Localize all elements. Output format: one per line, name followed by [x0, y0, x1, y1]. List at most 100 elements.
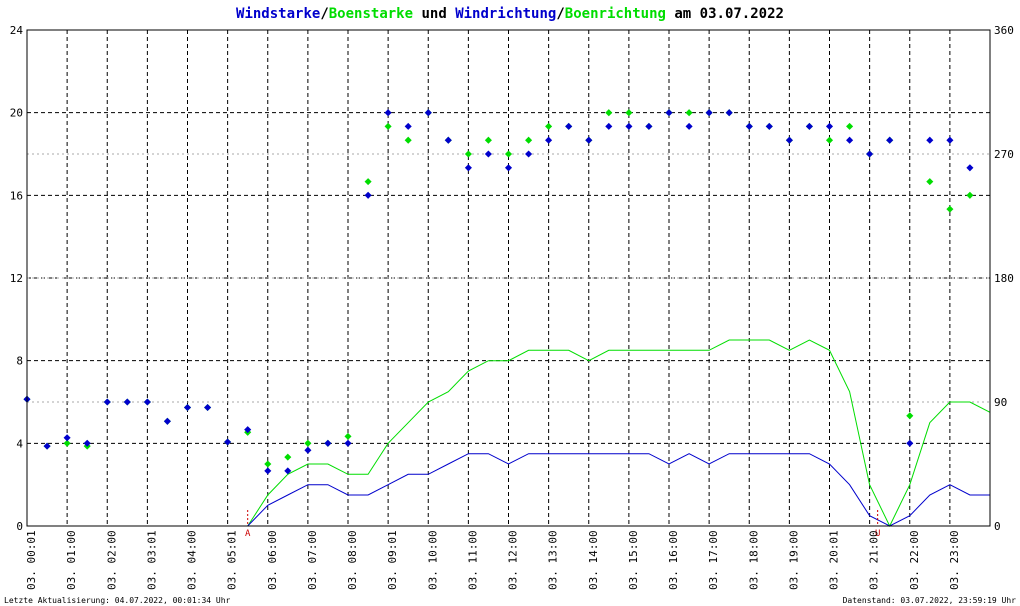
event-marker-label: U: [875, 529, 880, 539]
event-marker-label: A: [245, 529, 251, 539]
x-tick-label: 03. 04:00: [186, 530, 199, 590]
x-tick-label: 03. 11:00: [466, 530, 479, 590]
series-point: [685, 109, 693, 117]
series-point: [645, 122, 653, 130]
plot-border: [26, 29, 991, 527]
series-point: [966, 164, 974, 172]
series-point: [805, 122, 813, 130]
series-point: [926, 136, 934, 144]
y-left-tick-label: 4: [16, 437, 23, 450]
series-point: [685, 122, 693, 130]
title-boenstarke: Boenstarke: [329, 6, 413, 22]
x-tick-label: 03. 07:00: [306, 530, 319, 590]
series-point: [484, 150, 492, 158]
y-right-tick-label: 360: [994, 24, 1014, 37]
x-tick-label: 03. 00:01: [25, 530, 38, 590]
series-point: [605, 109, 613, 117]
title-sep2: /: [556, 6, 564, 22]
y-left-tick-label: 16: [10, 189, 23, 202]
x-tick-label: 03. 13:00: [547, 530, 560, 590]
y-left-tick-label: 0: [16, 520, 23, 533]
y-left-tick-label: 20: [10, 107, 23, 120]
grid: [27, 30, 990, 526]
y-right-tick-label: 180: [994, 272, 1014, 285]
footer-right: Datenstand: 03.07.2022, 23:59:19 Uhr: [843, 596, 1017, 605]
series-point: [304, 439, 312, 447]
title-date: am 03.07.2022: [666, 6, 784, 22]
series-point: [83, 439, 91, 447]
y-left-tick-label: 24: [10, 24, 24, 37]
series-point: [705, 109, 713, 117]
series-point: [525, 136, 533, 144]
x-tick-label: 03. 15:00: [627, 530, 640, 590]
series-point: [906, 439, 914, 447]
series-point: [384, 109, 392, 117]
series-point: [384, 122, 392, 130]
series-point: [123, 398, 131, 406]
y-right-tick-label: 270: [994, 148, 1014, 161]
series-point: [284, 467, 292, 475]
title-boenrichtung: Boenrichtung: [565, 6, 666, 22]
x-tick-label: 03. 08:00: [346, 530, 359, 590]
series-point: [63, 439, 71, 447]
x-tick-label: 03. 10:00: [426, 530, 439, 590]
x-tick-label: 03. 02:00: [105, 530, 118, 590]
series-point: [785, 136, 793, 144]
title-sep1: /: [320, 6, 328, 22]
series-point: [745, 122, 753, 130]
series-point: [605, 122, 613, 130]
y-left-axis: 0 4 8 12 16 20 24: [10, 24, 24, 533]
series-point: [585, 136, 593, 144]
x-tick-label: 03. 16:00: [667, 530, 680, 590]
series-point: [504, 150, 513, 158]
series-point: [464, 150, 472, 158]
series-point: [765, 122, 773, 130]
series-point: [183, 403, 192, 412]
series-point: [545, 136, 553, 144]
series-point: [926, 178, 934, 186]
title-windrichtung: Windrichtung: [455, 6, 556, 22]
series-point: [344, 432, 352, 440]
series-point: [846, 122, 854, 130]
x-tick-label: 03. 09:01: [386, 530, 399, 590]
series-point: [143, 398, 151, 406]
x-tick-label: 03. 06:00: [266, 530, 279, 590]
chart-title: Windstarke/Boenstarke und Windrichtung/B…: [236, 6, 784, 22]
series-point: [364, 178, 372, 186]
series-point: [304, 446, 312, 454]
x-tick-label: 03. 01:00: [65, 530, 78, 590]
series-point: [946, 205, 954, 213]
series-point: [224, 438, 232, 446]
series-point: [504, 164, 513, 172]
series-point: [244, 426, 252, 434]
series-point: [344, 439, 352, 447]
x-tick-label: 03. 23:00: [948, 530, 961, 590]
series-point: [63, 434, 71, 442]
y-left-tick-label: 8: [16, 355, 23, 368]
series-point: [625, 122, 633, 130]
series-point: [545, 122, 553, 130]
x-tick-label: 03. 12:00: [507, 530, 520, 590]
x-tick-label: 03. 03:01: [145, 530, 158, 590]
series-point: [204, 403, 212, 412]
series-point: [284, 453, 292, 461]
series-point: [324, 439, 332, 447]
y-right-tick-label: 90: [994, 396, 1007, 409]
title-und: und: [413, 6, 455, 22]
series-point: [364, 191, 372, 199]
series-point: [886, 136, 894, 144]
series-point: [464, 164, 472, 172]
series-point: [625, 109, 633, 117]
series-point: [866, 150, 874, 158]
series-point: [665, 109, 673, 117]
y-right-tick-label: 0: [994, 520, 1001, 533]
x-tick-label: 03. 19:00: [787, 530, 800, 590]
series-point: [525, 150, 533, 158]
x-tick-label: 03. 22:00: [908, 530, 921, 590]
series-point: [404, 136, 412, 144]
series-point: [946, 136, 954, 144]
series-point: [424, 109, 432, 117]
x-tick-label: 03. 21:00: [868, 530, 881, 590]
series-point: [103, 398, 111, 406]
